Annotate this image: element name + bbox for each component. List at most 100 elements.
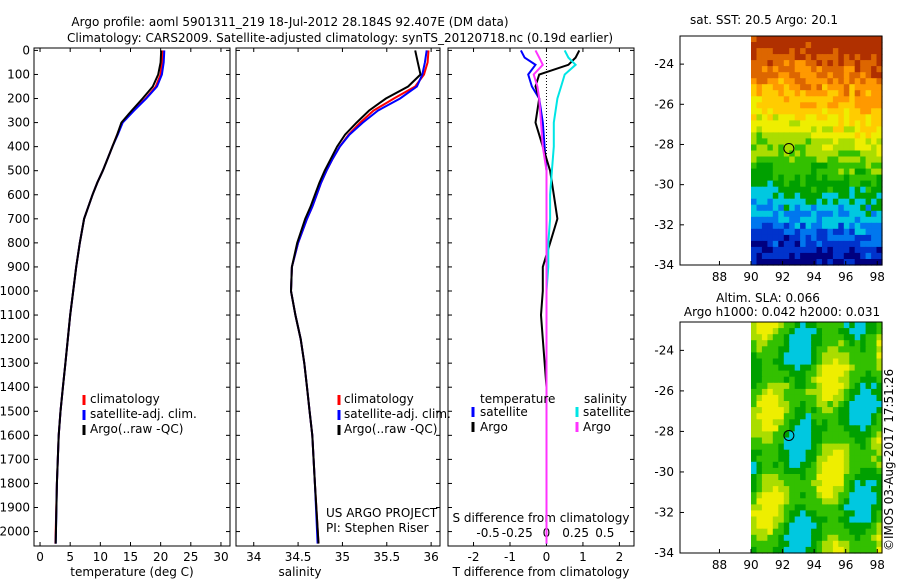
map-cell [827,156,834,164]
map-cell [805,480,812,487]
map-cell [751,480,758,487]
map-cell [778,90,785,97]
map-cell [800,358,807,366]
map-cell [772,114,779,121]
map-cell [794,150,801,158]
map-cell [832,84,839,91]
map-cell [827,246,834,254]
y-tick-label: 800 [7,236,30,250]
map-cell [827,407,834,414]
map-cell [822,498,829,505]
map-cell [827,401,834,408]
map-cell [865,419,872,426]
map-cell [816,60,823,67]
map-cell [854,346,861,353]
map-cell [860,534,867,542]
map-cell [767,376,774,384]
map-cell [772,36,779,43]
map-cell [767,259,774,266]
x-tick-label: 2 [616,550,624,564]
map-cell [800,407,807,414]
map-cell [827,540,834,548]
map-cell [794,234,801,242]
map-cell [822,546,829,554]
map-cell [860,419,867,426]
map-cell [778,407,785,414]
map-cell [827,126,834,133]
map-cell [838,180,845,188]
map-cell [816,534,823,542]
map-cell [794,72,801,79]
map-cell [767,114,774,121]
map-cell [761,180,768,188]
map-cell [805,126,812,133]
map-cell [772,413,779,420]
map-cell [767,382,774,390]
map-cell [822,467,829,475]
map-cell [843,54,850,61]
map-cell [751,108,758,115]
map-cell [849,388,856,396]
map-cell [865,382,872,390]
map-cell [767,546,774,554]
x-tick-label: 25 [183,550,198,564]
map-cell [871,138,878,145]
map-cell [772,480,779,487]
map-cell [789,449,796,457]
map-cell [783,352,790,360]
map-cell [794,252,801,260]
map-cell [816,150,823,158]
map-cell [789,394,796,402]
map-cell [865,162,872,170]
map-cell [761,498,768,505]
map-cell [822,174,829,182]
map-cell [783,340,790,347]
map-cell [789,156,796,164]
map-cell [827,240,834,248]
map-cell [756,186,763,194]
map-cell [751,246,758,254]
map-cell [772,90,779,97]
map-cell [843,150,850,158]
map-cell [838,120,845,127]
map-cell [843,546,850,554]
map-cell [794,358,801,366]
map-cell [783,419,790,426]
map-cell [772,504,779,512]
map-cell [756,102,763,109]
map-cell [811,364,818,372]
map-cell [751,322,758,329]
map-cell [843,370,850,378]
map-cell [778,186,785,194]
map-cell [767,358,774,366]
map-cell [854,522,861,530]
map-cell [756,522,763,530]
map-cell [832,364,839,372]
map-cell [865,210,872,218]
map-cell [832,210,839,218]
map-cell [827,382,834,390]
map-cell [811,534,818,542]
map-cell [772,132,779,139]
map-cell [778,198,785,206]
map-cell [876,138,883,145]
map-cell [800,246,807,254]
map-cell [827,228,834,236]
map-cell [865,516,872,524]
map-cell [811,228,818,236]
map-cell [854,437,861,445]
map-cell [832,246,839,254]
map-cell [767,419,774,426]
map-cell [811,150,818,158]
map-cell [805,376,812,384]
map-cell [767,449,774,457]
map-cell [832,150,839,158]
map-cell [865,54,872,61]
map-cell [822,259,829,266]
map-cell [800,114,807,121]
map-cell [789,90,796,97]
map-cell [805,222,812,230]
map-cell [794,120,801,127]
map-cell [860,486,867,493]
map-cell [789,228,796,236]
